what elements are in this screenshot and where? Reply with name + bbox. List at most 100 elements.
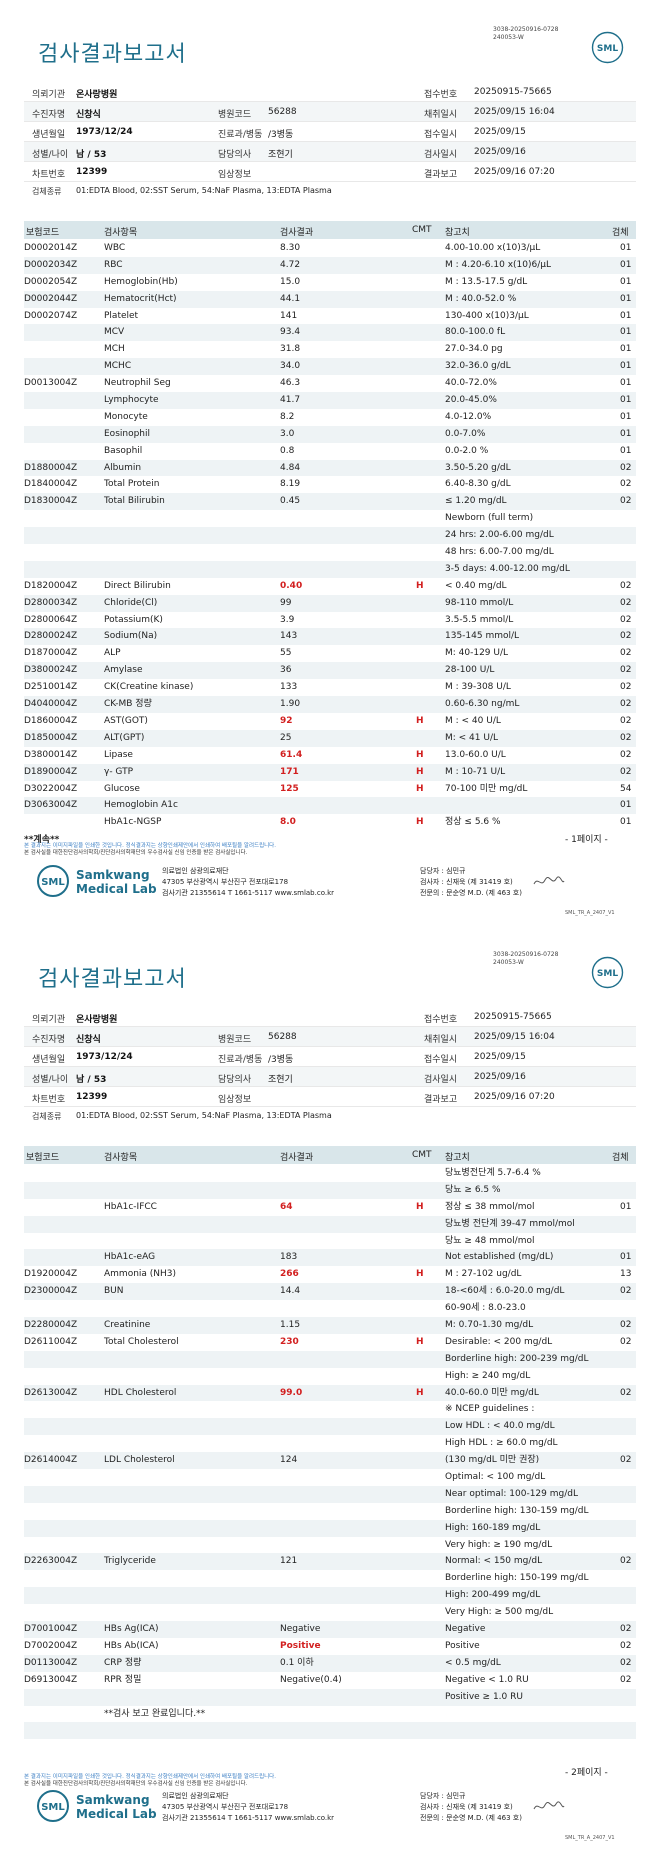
test-name: CK(Creatine kinase) (104, 682, 194, 693)
svg-text:SML: SML (41, 877, 65, 888)
test-result: 61.4 (280, 749, 303, 760)
test-code: D3800014Z (24, 749, 78, 760)
info-row: 차트번호 12399 임상정보 결과보고 2025/09/16 07:20 (24, 1087, 636, 1107)
test-name: Ammonia (NH3) (104, 1269, 177, 1280)
hosp-code-value: 56288 (268, 107, 297, 117)
specimen-code: 01 (620, 276, 632, 287)
table-row: D0002074Z Platelet 141 130-400 x(10)3/μL 01 (24, 308, 636, 325)
reference-range: 18-<60세 : 6.0-20.0 mg/dL (445, 1286, 565, 1297)
doctor-label: 담당의사 (218, 150, 252, 160)
test-name: CK-MB 정량 (104, 699, 152, 710)
test-result: 0.1 이하 (280, 1657, 314, 1668)
reference-range: M: 0.70-1.30 mg/dL (445, 1320, 534, 1331)
specimen-code: 02 (620, 496, 632, 507)
reference-range: High: ≥ 240 mg/dL (445, 1370, 531, 1381)
table-row: D1870004Z ALP 55 M: 40-129 U/L 02 (24, 645, 636, 662)
results-rows: D0002014Z WBC 8.30 4.00-10.00 x(10)3/μL 01 D0… (24, 240, 636, 831)
test-name: Chloride(Cl) (104, 597, 158, 608)
test-code: D2510014Z (24, 682, 78, 693)
hospital-value: 온사랑병원 (76, 1015, 118, 1025)
specimen-code: 02 (620, 1624, 632, 1635)
specimen-code: 02 (620, 1336, 632, 1347)
test-name: Hemoglobin A1c (104, 800, 178, 811)
test-result: Negative (280, 1624, 321, 1635)
reference-range: 4.00-10.00 x(10)3/μL (445, 243, 541, 253)
specimen-row: 검체종류 01:EDTA Blood, 02:SST Serum, 54:NaF… (24, 182, 636, 200)
test-code: D0002054Z (24, 276, 78, 287)
test-result: 0.40 (280, 580, 303, 591)
col-result-header: 검사결과 (280, 228, 314, 238)
test-name: Potassium(K) (104, 614, 163, 625)
high-flag: H (416, 783, 424, 794)
brand-name: Samkwang Medical Lab (76, 1793, 157, 1821)
reference-range: 당뇨 ≥ 6.5 % (445, 1184, 501, 1195)
col-spec-header: 검체 (612, 228, 629, 238)
test-code: D1870004Z (24, 648, 78, 659)
table-row: D2300004Z BUN 14.4 18-<60세 : 6.0-20.0 mg/dL… (24, 1283, 636, 1301)
info-row: 의뢰기관 온사랑병원 접수번호 20250915-75665 (24, 1007, 636, 1027)
table-row: D0002044Z Hematocrit(Hct) 44.1 M : 40.0-52.… (24, 290, 636, 308)
specimen-value: 01:EDTA Blood, 02:SST Serum, 54:NaF Plas… (76, 186, 332, 195)
reference-range: 24 hrs: 2.00-6.00 mg/dL (445, 530, 554, 541)
test-code: D6913004Z (24, 1674, 78, 1685)
table-row: D6913004Z RPR 정밀 Negative(0.4) Negative < 1… (24, 1672, 636, 1689)
table-row: High HDL : ≥ 60.0 mg/dL (24, 1435, 636, 1452)
form-code: SML_TR_A_2407_V1 (565, 1835, 615, 1841)
test-date-value: 2025/09/16 (474, 1072, 526, 1082)
footer: SML Samkwang Medical Lab 의료법인 삼광의료재단 47305… (24, 862, 636, 904)
test-name: MCHC (104, 361, 132, 372)
specimen-code: 01 (620, 800, 632, 811)
info-row: 차트번호 12399 임상정보 결과보고 2025/09/16 07:20 (24, 162, 636, 182)
specimen-code: 01 (620, 327, 632, 338)
doctor-label: 담당의사 (218, 1075, 252, 1085)
test-name: Creatinine (104, 1320, 151, 1331)
reference-range: 135-145 mmol/L (445, 631, 520, 642)
specimen-code: 02 (620, 648, 632, 659)
reference-range: High: 160-189 mg/dL (445, 1522, 541, 1533)
info-row: 생년월일 1973/12/24 진료과/병동 /3병동 접수일시 2025/09… (24, 122, 636, 142)
specimen-code: 01 (620, 1252, 632, 1263)
page-title: 검사결과보고서 (38, 967, 187, 992)
hosp-code-label: 병원코드 (218, 110, 252, 120)
specimen-code: 02 (620, 732, 632, 743)
test-result: 171 (280, 766, 299, 777)
test-code: D2800064Z (24, 614, 78, 625)
test-result: 64 (280, 1201, 293, 1212)
doctor-value: 조현기 (268, 1075, 293, 1085)
reference-range: 당뇨 ≥ 48 mmol/mol (445, 1235, 535, 1246)
reference-range: Normal: < 150 mg/dL (445, 1556, 543, 1567)
report-page-1: 3038-20250916-0728 240053-W 검사결과보고서 SML 의… (24, 26, 636, 916)
reference-range: (130 mg/dL 미만 권장) (445, 1455, 540, 1466)
table-row: 당뇨병전단계 5.7-6.4 % (24, 1165, 636, 1182)
notice: 본 결과지는 이미지파일을 인쇄한 것입니다. 정식결과지는 상향인쇄제안에서 … (24, 1774, 636, 1788)
test-code: D2280004Z (24, 1320, 78, 1331)
sml-brand-icon: SML (37, 865, 69, 897)
test-name: Eosinophil (104, 428, 151, 439)
receipt-no-value: 20250915-75665 (474, 87, 552, 97)
col-cmt-header: CMT (412, 225, 432, 235)
table-row: D1840004Z Total Protein 8.19 6.40-8.30 g/dL… (24, 476, 636, 493)
test-code: D0113004Z (24, 1657, 78, 1668)
dob-value: 1973/12/24 (76, 127, 133, 137)
test-code: D0002034Z (24, 259, 78, 270)
test-result: 266 (280, 1269, 299, 1280)
reference-range: Borderline high: 200-239 mg/dL (445, 1353, 589, 1364)
reference-range: Very high: ≥ 190 mg/dL (445, 1539, 553, 1550)
staff-info: 담당자 : 심민규 검사자 : 신재욱 (제 31419 호) 전문의 : 문순영 … (420, 867, 522, 897)
reference-range: 3-5 days: 4.00-12.00 mg/dL (445, 563, 570, 574)
org-info: 의료법인 삼광의료재단 47305 부산광역시 부산진구 전포대로178 검사기관 … (162, 1792, 335, 1822)
table-row: 당뇨 ≥ 48 mmol/mol (24, 1233, 636, 1250)
test-result: 36 (280, 665, 292, 676)
sml-brand-icon: SML (37, 1790, 69, 1822)
info-row: 생년월일 1973/12/24 진료과/병동 /3병동 접수일시 2025/09… (24, 1047, 636, 1067)
test-result: 14.4 (280, 1286, 301, 1297)
reference-range: 3.50-5.20 g/dL (445, 462, 511, 473)
test-result: 55 (280, 648, 292, 659)
test-code: D1860004Z (24, 715, 78, 726)
receipt-no-label: 접수번호 (424, 1015, 458, 1025)
reference-range: High: 200-499 mg/dL (445, 1590, 541, 1601)
test-code: D1830004Z (24, 496, 78, 507)
patient-value: 신창식 (76, 110, 101, 120)
table-row: HbA1c-NGSP 8.0 H 정상 ≤ 5.6 % 01 (24, 814, 636, 831)
specimen-code: 02 (620, 1657, 632, 1668)
